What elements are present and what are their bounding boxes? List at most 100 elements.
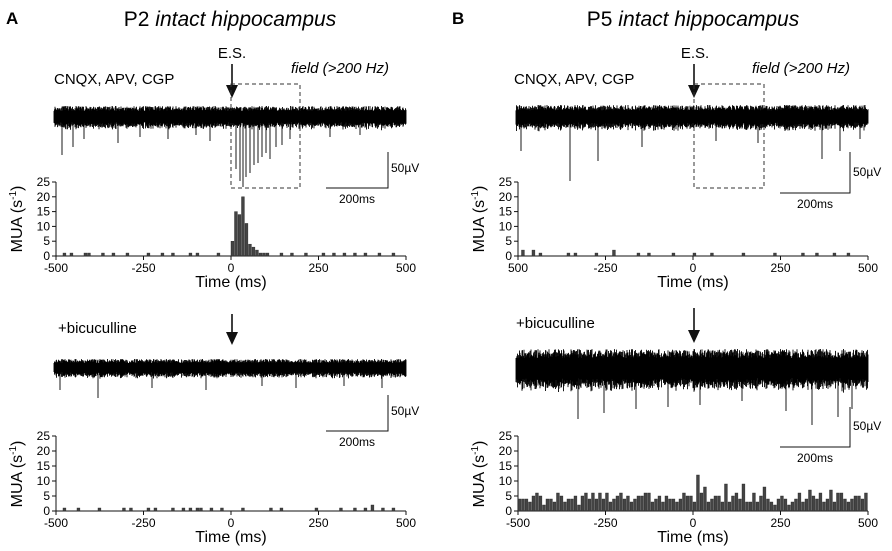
panel-a-bottom-ytick-label: 10 xyxy=(37,474,51,488)
panel-b-bottom-hist-bar xyxy=(552,501,557,512)
panel-a-bottom-ytick-label: 5 xyxy=(43,489,50,503)
panel-b-bottom-hist-bar xyxy=(745,501,749,512)
panel-b-bottom-hist-bar xyxy=(853,495,858,512)
panel-b-bottom-hist-bar xyxy=(843,498,847,512)
panel-b-bottom-hist-bar xyxy=(605,492,609,512)
panel-b-bottom-hist-bar xyxy=(769,501,774,512)
panel-b-bottom-hist-bar xyxy=(563,501,567,512)
panel-a-bottom-hist-bar xyxy=(269,507,273,512)
panel-a-top-hist-bar xyxy=(377,252,382,257)
panel-a-top-xtick-label: 500 xyxy=(396,261,416,275)
panel-b-top-ytick-label: 20 xyxy=(499,190,513,204)
panel-b-bottom-hist-bar xyxy=(776,498,781,512)
panel-a-bottom-xtick-label: 250 xyxy=(308,516,328,530)
panel-b-bottom-hist-bar xyxy=(797,492,802,512)
panel-a-top-xtick-label: -500 xyxy=(44,261,68,275)
panel-b-top-hist-bar xyxy=(573,252,578,257)
panel-b-bottom-hist-bar xyxy=(556,492,560,512)
panel-a-bottom-ytick-label: 15 xyxy=(37,459,51,473)
panel-a-bottom-hist-bar xyxy=(353,507,357,512)
panel-b-hist-top xyxy=(521,249,851,257)
panel-b-title-main: P5 xyxy=(587,8,619,31)
panel-a-top-ytick-label: 25 xyxy=(37,175,51,189)
panel-b-bottom-hist-bar xyxy=(685,495,690,512)
panel-a-ylabel-top-sup: -1 xyxy=(8,191,19,200)
panel-a-top-xtick-label: 250 xyxy=(308,261,328,275)
panel-b-top-xtick-label: -250 xyxy=(593,261,617,275)
panel-b-bottom-hist-bar xyxy=(678,498,683,512)
panel-a-bottom-hist-bar xyxy=(339,507,343,512)
panel-a-top-hist-bar xyxy=(188,252,193,257)
panel-a-top-hist-bar xyxy=(255,249,259,257)
panel-b-bottom-hist-bar xyxy=(825,498,830,512)
panel-a-bottom-hist-bar xyxy=(195,507,200,512)
panel-a-bottom-ytick-label: 20 xyxy=(37,444,51,458)
panel-a-top-hist-bar xyxy=(234,211,238,257)
panel-a-top-xtick-label: 0 xyxy=(228,261,235,275)
panel-b-bottom-hist-bar xyxy=(570,498,574,512)
panel-b-bottom-xtick-label: -500 xyxy=(506,516,530,530)
panel-b-bottom-ytick-label: 5 xyxy=(505,489,512,503)
panel-a-top-hist-bar xyxy=(258,252,263,257)
panel-b-ylabel-bottom: MUA (s-1) xyxy=(470,441,488,508)
panel-a-bottom-hist-bar xyxy=(279,507,284,512)
panel-b-bottom-hist-bar xyxy=(636,495,641,512)
panel-b-ylabel-bottom-main: MUA (s xyxy=(471,455,488,507)
panel-a-scale-ms-bottom: 200ms xyxy=(339,435,375,449)
panel-b-top-hist-bar xyxy=(594,252,599,257)
panel-b-bottom-hist-bar xyxy=(675,501,679,512)
panel-a-letter: A xyxy=(6,9,18,28)
panel-b-bottom-hist-bar xyxy=(608,501,613,512)
panel-a-top-hist-bar xyxy=(262,252,266,257)
panel-a-top-hist-bar xyxy=(160,252,165,257)
panel-a-bottom-ytick-label: 0 xyxy=(43,504,50,518)
panel-b-bottom-hist-bar xyxy=(622,498,627,512)
panel-b-bottom-hist-bar xyxy=(682,492,686,512)
panel-b-bottom-hist-bar xyxy=(591,492,595,512)
panel-b-bottom-hist-bar xyxy=(661,501,665,512)
panel-a-top-hist-bar xyxy=(216,252,221,257)
panel-b-bottom-ytick-label: 20 xyxy=(499,444,513,458)
panel-a-top-hist-bar xyxy=(87,252,91,257)
panel-a-bottom-hist-bar xyxy=(199,507,203,512)
panel-b-bottom-hist-bar xyxy=(671,498,676,512)
panel-a-bottom-hist-bar xyxy=(314,507,319,512)
panel-b-bottom-hist-bar xyxy=(822,501,826,512)
panel-b-bottom-hist-bar xyxy=(598,492,602,512)
panel-b-bottom-hist-bar xyxy=(587,498,592,512)
panel-a-top-hist-bar xyxy=(237,214,242,257)
panel-b-bottom-hist-bar xyxy=(580,495,585,512)
panel-b-bottom-hist-bar xyxy=(836,492,840,512)
panel-b-bottom-hist-bar xyxy=(577,504,581,512)
panel-a-hist-bottom xyxy=(62,504,396,512)
panel-b-bottom-hist-bar xyxy=(720,501,725,512)
panel-b-bottom-hist-bar xyxy=(752,492,756,512)
panel-a-top-ytick-label: 0 xyxy=(43,249,50,263)
panel-a-top-hist-bar xyxy=(248,243,252,257)
panel-b-trace-top xyxy=(515,105,869,181)
panel-b-bottom-hist-bar xyxy=(703,486,707,512)
panel-a-top-hist-bar xyxy=(101,252,105,257)
panel-a-top-hist-bar xyxy=(69,252,74,257)
panel-b-ylabel-top-sup: -1 xyxy=(470,191,481,200)
panel-b-bottom-hist-bar xyxy=(717,495,721,512)
panel-a-title-main: P2 xyxy=(124,8,156,31)
panel-b-top-ytick-label: 15 xyxy=(499,205,513,219)
panel-b-bottom-hist-bar xyxy=(545,498,550,512)
panel-a-bottom-xtick-label: 500 xyxy=(396,516,416,530)
panel-b-bottom-hist-bar xyxy=(790,501,795,512)
panel-b-ylabel-top-close: ) xyxy=(471,186,488,191)
panel-b-bottom-ytick-label: 25 xyxy=(499,429,513,443)
panel-b-bottom-hist-bar xyxy=(829,489,833,512)
panel-b-bic-label: +bicuculline xyxy=(516,315,595,332)
panel-a-bottom-hist-bar xyxy=(363,507,368,512)
panel-a-ylabel-bottom: MUA (s-1) xyxy=(8,441,26,508)
panel-a-bottom-hist-bar xyxy=(241,507,245,512)
panel-a-scale-uv-bottom: 50µV xyxy=(391,404,419,418)
panel-a-bottom-hist-bar xyxy=(97,507,102,512)
panel-b-bottom-hist-bar xyxy=(724,483,728,512)
panel-b-title: P5 intact hippocampus xyxy=(587,8,800,31)
panel-b-bottom-hist-bar xyxy=(640,495,644,512)
panel-a-title: P2 intact hippocampus xyxy=(124,8,337,31)
